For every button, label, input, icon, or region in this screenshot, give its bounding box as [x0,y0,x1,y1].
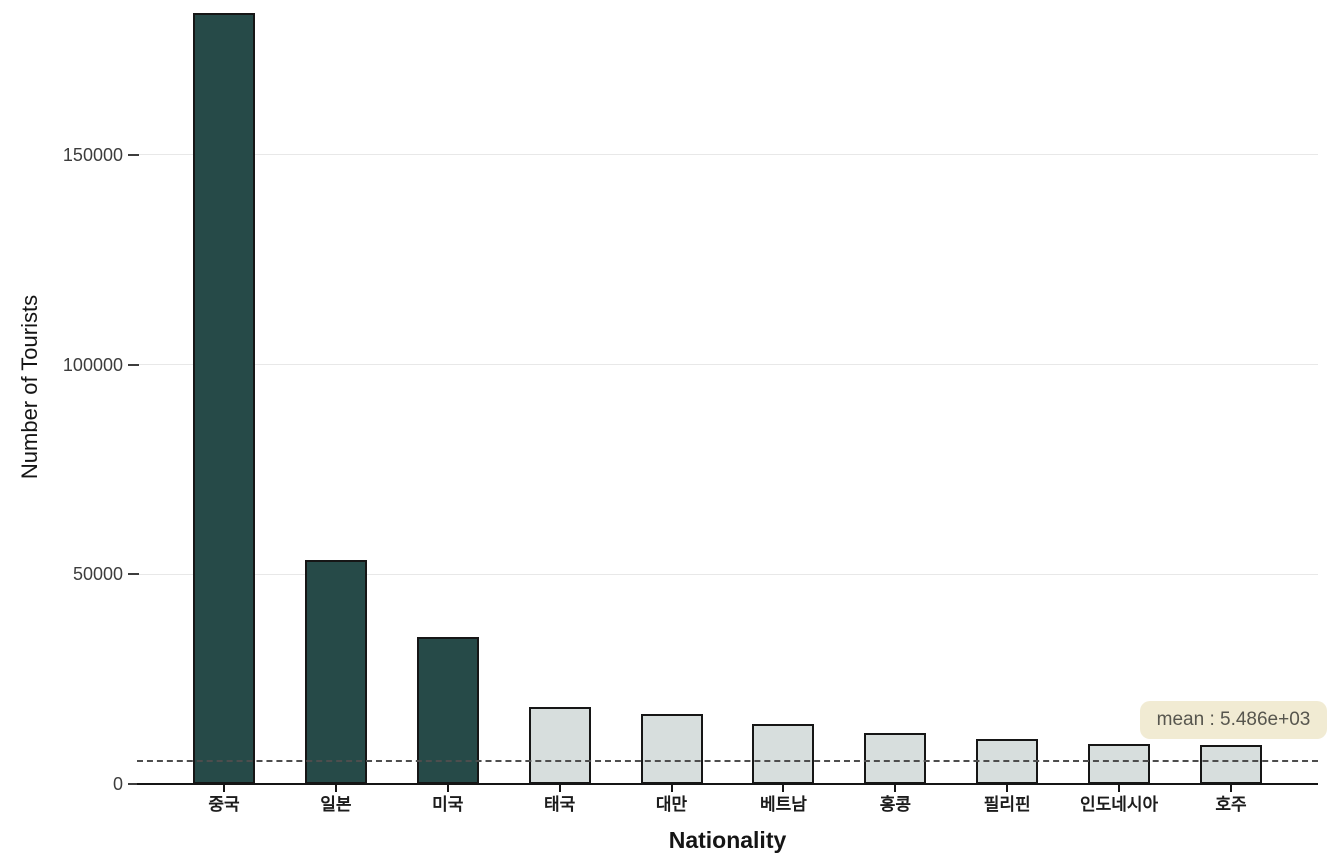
y-axis-title: Number of Tourists [17,294,42,480]
x-tick-mark [670,784,673,792]
x-tick-label-일본: 일본 [320,795,352,814]
x-tick-mark [558,784,561,792]
y-tick-label: 50000 [72,564,123,585]
x-axis-title: Nationality [668,827,787,853]
bar-베트남 [752,724,815,784]
y-tick-mark [128,153,139,156]
x-tick-mark [334,784,337,792]
y-tick-label: 100000 [62,354,123,375]
bar-홍콩 [864,732,927,784]
bar-태국 [528,706,591,784]
gridline-100000 [137,364,1318,366]
plot-area: 0 50000 100000 150000 [63,0,1318,793]
mean-annotation-label: mean : 5.486e+03 [1140,701,1327,739]
y-tick-label: 150000 [62,144,123,165]
x-tick-label-대만: 대만 [655,795,688,814]
mean-dashed-line [137,759,1318,762]
x-tick-label-태국: 태국 [544,795,576,814]
y-tick-mark [128,573,139,576]
y-tick-label: 0 [112,774,123,794]
x-axis-line [137,783,1318,785]
x-tick-label-인도네시아: 인도네시아 [1080,795,1159,814]
x-tick-label-베트남: 베트남 [759,795,807,814]
x-tick-mark [1118,784,1121,792]
bar-호주 [1200,744,1262,784]
x-tick-mark [782,784,785,792]
bar-미국 [416,637,479,784]
x-tick-label-미국: 미국 [432,795,464,814]
y-tick-mark [128,783,139,785]
x-tick-mark [446,784,449,792]
x-tick-label-필리핀: 필리핀 [983,795,1031,814]
x-tick-mark [223,784,225,792]
y-tick-mark [128,363,139,366]
gridline-150000 [137,154,1318,156]
x-tick-label-중국: 중국 [208,795,240,814]
x-tick-mark [1230,784,1232,792]
bar-대만 [640,713,703,784]
bar-일본 [304,560,367,784]
x-tick-label-호주: 호주 [1215,795,1247,814]
x-tick-label-홍콩: 홍콩 [879,795,911,814]
x-tick-mark [1006,784,1009,792]
gridline-50000 [137,573,1318,575]
bar-중국 [193,13,255,784]
bar-인도네시아 [1088,744,1151,784]
x-tick-mark [894,784,897,792]
